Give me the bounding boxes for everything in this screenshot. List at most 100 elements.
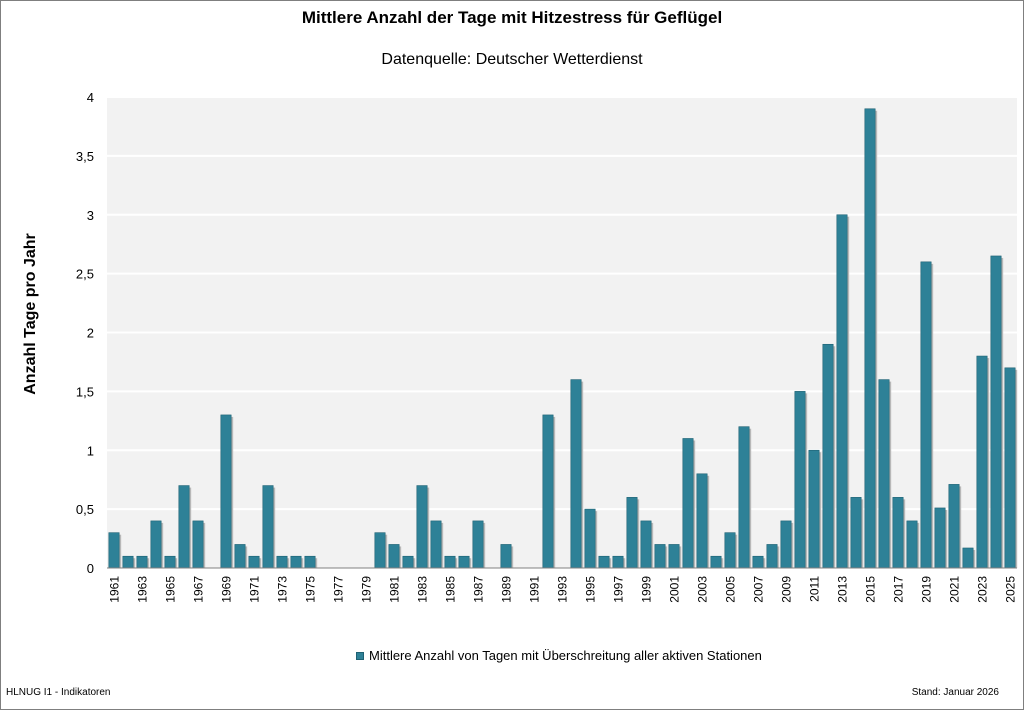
legend: Mittlere Anzahl von Tagen mit Überschrei… [356, 648, 762, 663]
y-axis-label: Anzahl Tage pro Jahr [22, 233, 39, 395]
bar-2008 [766, 544, 778, 569]
bar-1994 [570, 379, 582, 569]
bar-2014 [850, 497, 862, 569]
bar-1996 [598, 555, 610, 569]
bar-2017 [892, 497, 904, 569]
x-tick-label: 1983 [416, 576, 430, 603]
y-tick-label: 2,5 [76, 267, 94, 282]
bar-1999 [640, 520, 652, 569]
bar-1989 [500, 544, 512, 569]
chart-subtitle: Datenquelle: Deutscher Wetterdienst [381, 51, 643, 68]
x-tick-label: 1965 [164, 576, 178, 603]
x-tick-label: 1973 [276, 576, 290, 603]
bar-1997 [612, 555, 624, 569]
bar-1984 [430, 520, 442, 569]
bar-1995 [584, 508, 596, 569]
y-tick-label: 0 [87, 561, 94, 576]
bar-2000 [654, 544, 666, 569]
y-tick-label: 3,5 [76, 149, 94, 164]
x-tick-label: 2021 [948, 576, 962, 603]
x-tick-label: 1999 [640, 576, 654, 603]
footer-source: HLNUG I1 - Indikatoren [6, 687, 111, 698]
bar-1969 [220, 414, 232, 569]
y-tick-labels: 0 0,5 1 1,5 2 2,5 3 3,5 4 [76, 90, 94, 576]
bar-2024 [990, 255, 1002, 569]
bar-1967 [192, 520, 204, 569]
x-tick-label: 1987 [472, 576, 486, 603]
x-tick-label: 2013 [836, 576, 850, 603]
bar-1970 [234, 544, 246, 569]
bar-2021 [948, 484, 960, 569]
x-tick-label: 1979 [360, 576, 374, 603]
y-tick-label: 0,5 [76, 502, 94, 517]
bar-1961 [108, 532, 120, 569]
x-tick-label: 1967 [192, 576, 206, 603]
x-tick-label: 2023 [976, 576, 990, 603]
bar-1962 [122, 555, 134, 569]
x-tick-label: 1995 [584, 576, 598, 603]
x-tick-label: 2003 [696, 576, 710, 603]
y-tick-label: 1 [87, 443, 94, 458]
x-tick-labels: 1961 1963 1965 1967 1969 1971 1973 1975 1977 1979… [108, 576, 1018, 603]
bar-1992 [542, 414, 554, 569]
x-tick-label: 1977 [332, 576, 346, 603]
x-tick-label: 2011 [808, 576, 822, 602]
y-tick-label: 4 [87, 90, 94, 105]
bar-2004 [710, 555, 722, 569]
x-tick-label: 2015 [864, 576, 878, 603]
chart-title: Mittlere Anzahl der Tage mit Hitzestress… [301, 8, 723, 27]
bar-1973 [276, 555, 288, 569]
x-tick-label: 1961 [108, 576, 122, 603]
x-tick-label: 1993 [556, 576, 570, 603]
x-tick-label: 1971 [248, 576, 262, 603]
bar-2012 [822, 343, 834, 569]
x-tick-label: 2019 [920, 576, 934, 603]
bar-1974 [290, 555, 302, 569]
x-tick-label: 2005 [724, 576, 738, 603]
bar-2001 [668, 544, 680, 569]
bar-1981 [388, 544, 400, 569]
bar-1998 [626, 497, 638, 569]
bar-1986 [458, 555, 470, 569]
y-tick-label: 2 [87, 326, 94, 341]
x-tick-label: 1991 [528, 576, 542, 603]
bar-1980 [374, 532, 386, 569]
bar-2016 [878, 379, 890, 569]
bar-1963 [136, 555, 148, 569]
bar-2007 [752, 555, 764, 569]
bar-2013 [836, 214, 848, 569]
bar-1987 [472, 520, 484, 569]
x-tick-label: 1989 [500, 576, 514, 603]
bar-2018 [906, 520, 918, 569]
bar-2003 [696, 473, 708, 569]
bar-2002 [682, 438, 694, 569]
bar-2010 [794, 391, 806, 569]
bar-2005 [724, 532, 736, 569]
y-tick-label: 3 [87, 208, 94, 223]
x-tick-label: 1985 [444, 576, 458, 603]
bar-1975 [304, 555, 316, 569]
x-tick-label: 1981 [388, 576, 402, 603]
x-tick-label: 1975 [304, 576, 318, 603]
bar-2025 [1004, 367, 1016, 569]
bar-2022 [962, 547, 974, 569]
x-tick-label: 1997 [612, 576, 626, 603]
bar-2020 [934, 507, 946, 569]
x-tick-label: 2007 [752, 576, 766, 603]
bar-1971 [248, 555, 260, 569]
bar-2006 [738, 426, 750, 569]
x-tick-label: 2009 [780, 576, 794, 603]
x-tick-label: 2025 [1004, 576, 1018, 603]
bar-2015 [864, 108, 876, 569]
bar-1972 [262, 485, 274, 569]
bar-1966 [178, 485, 190, 569]
bar-1985 [444, 555, 456, 569]
x-tick-label: 2001 [668, 576, 682, 603]
x-tick-label: 2017 [892, 576, 906, 603]
x-tick-label: 1963 [136, 576, 150, 603]
y-tick-label: 1,5 [76, 384, 94, 399]
footer-date: Stand: Januar 2026 [911, 687, 999, 698]
bar-2023 [976, 355, 988, 569]
x-tick-label: 1969 [220, 576, 234, 603]
bar-2009 [780, 520, 792, 569]
